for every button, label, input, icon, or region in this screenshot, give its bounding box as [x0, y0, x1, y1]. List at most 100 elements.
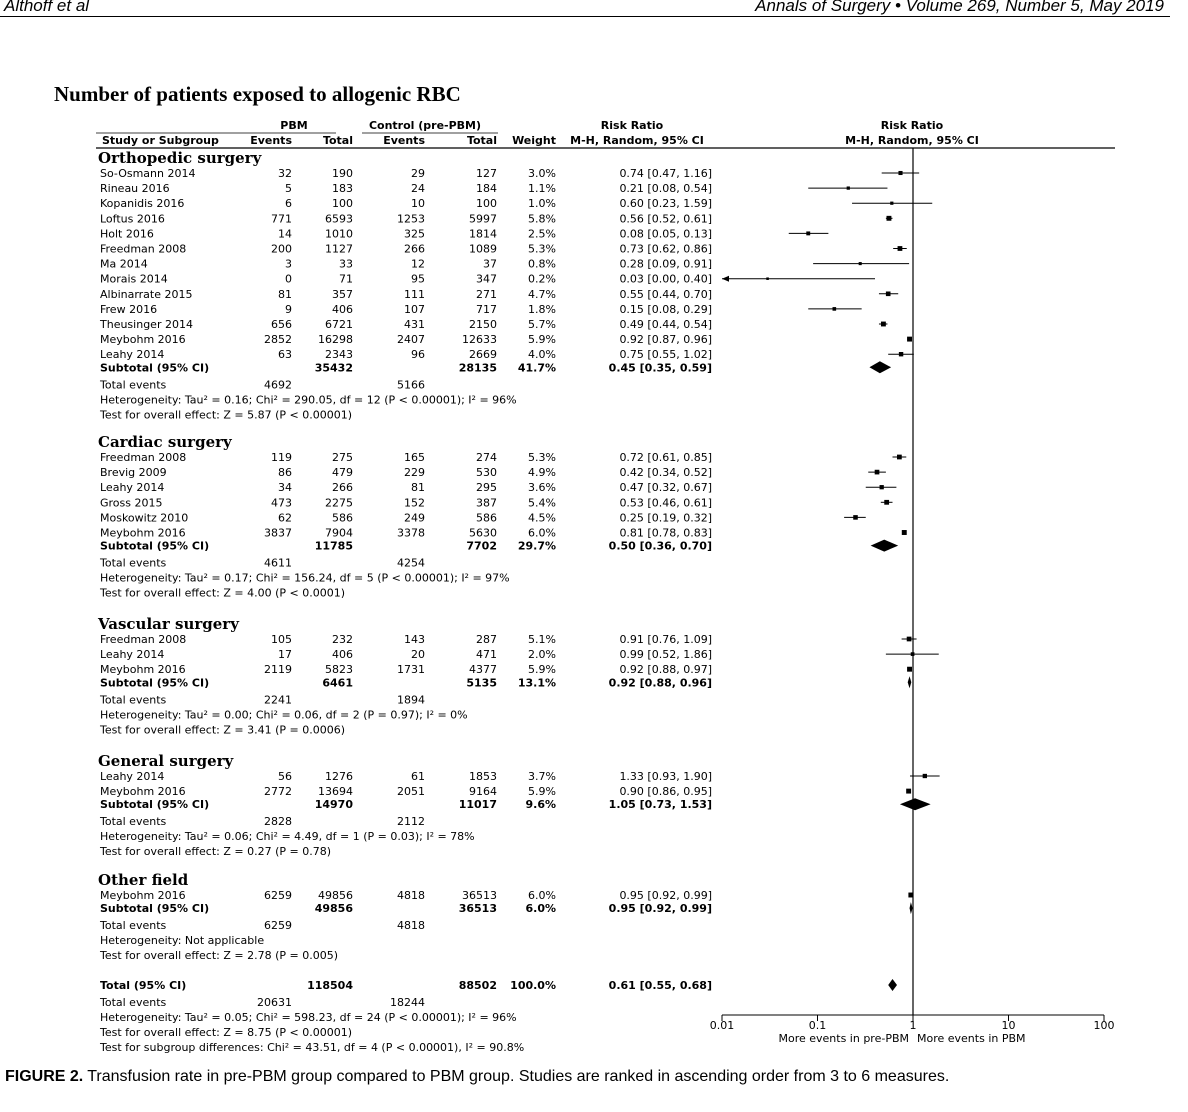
study-total-pbm: 1127 [325, 243, 353, 256]
study-name: Meybohm 2016 [100, 663, 186, 676]
study-ci-text: 0.55 [0.44, 0.70] [619, 288, 712, 301]
study-total-pbm: 7904 [325, 527, 353, 540]
study-events-pbm: 6 [285, 197, 292, 210]
study-name: Loftus 2016 [100, 212, 165, 225]
study-total-pbm: 71 [339, 273, 353, 286]
study-name: Kopanidis 2016 [100, 197, 184, 210]
subtotal-diamond [907, 676, 912, 689]
overall-total-events-pbm: 20631 [257, 996, 292, 1009]
study-point [922, 773, 927, 779]
study-name: Rineau 2016 [100, 182, 170, 195]
subtotal-weight: 9.6% [525, 798, 556, 811]
study-point [907, 336, 912, 342]
total-events-label: Total events [99, 557, 167, 570]
group-header: Vascular surgery [97, 615, 240, 633]
study-ci-text: 0.73 [0.62, 0.86] [619, 243, 712, 256]
study-ci-text: 0.75 [0.55, 1.02] [619, 348, 712, 361]
study-total-control: 471 [476, 648, 497, 661]
x-axis-tick-label: 1 [910, 1019, 917, 1032]
study-name: Morais 2014 [100, 273, 168, 286]
study-ci-text: 0.81 [0.78, 0.83] [619, 527, 712, 540]
study-point [901, 530, 907, 535]
study-events-control: 229 [404, 466, 425, 479]
study-events-control: 325 [404, 227, 425, 240]
subtotal-total-pbm: 35432 [315, 361, 353, 374]
study-events-control: 3378 [397, 527, 425, 540]
study-point [890, 201, 894, 205]
study-events-pbm: 105 [271, 633, 292, 646]
study-ci-text: 0.72 [0.61, 0.85] [619, 451, 712, 464]
study-name: Holt 2016 [100, 227, 154, 240]
study-ci-text: 0.21 [0.08, 0.54] [619, 182, 712, 195]
study-total-control: 9164 [469, 785, 497, 798]
study-total-pbm: 6593 [325, 212, 353, 225]
study-ci-text: 0.56 [0.52, 0.61] [619, 212, 712, 225]
study-events-pbm: 0 [285, 273, 292, 286]
study-total-control: 184 [476, 182, 497, 195]
study-events-pbm: 3837 [264, 527, 292, 540]
study-weight: 4.5% [528, 511, 556, 524]
study-events-pbm: 86 [278, 466, 292, 479]
study-ci-text: 0.08 [0.05, 0.13] [619, 227, 712, 240]
study-ci-text: 0.53 [0.46, 0.61] [619, 496, 712, 509]
study-total-control: 4377 [469, 663, 497, 676]
study-events-pbm: 32 [278, 167, 292, 180]
study-point [906, 636, 912, 642]
study-ci-text: 0.90 [0.86, 0.95] [619, 785, 712, 798]
study-total-pbm: 232 [332, 633, 353, 646]
study-name: Leahy 2014 [100, 481, 164, 494]
header-plot-title: Risk Ratio [881, 119, 944, 132]
running-head-rule [0, 16, 1170, 17]
heterogeneity-text: Heterogeneity: Tau² = 0.16; Chi² = 290.0… [100, 393, 517, 406]
study-ci-text: 0.28 [0.09, 0.91] [619, 258, 712, 271]
study-ci-text: 0.42 [0.34, 0.52] [619, 466, 712, 479]
header-total-pbm: Total [323, 134, 353, 147]
overall-total-events-control: 18244 [390, 996, 425, 1009]
study-ci-text: 0.60 [0.23, 1.59] [619, 197, 712, 210]
total-events-label: Total events [99, 693, 167, 706]
subtotal-weight: 29.7% [518, 540, 556, 553]
study-name: Leahy 2014 [100, 770, 164, 783]
study-weight: 5.9% [528, 785, 556, 798]
group-header: General surgery [98, 752, 235, 770]
running-head-journal: Annals of Surgery • Volume 269, Number 5… [755, 0, 1164, 15]
subtotal-diamond [899, 798, 931, 811]
study-events-control: 266 [404, 243, 425, 256]
study-events-pbm: 62 [278, 511, 292, 524]
running-head: Althoff et al Annals of Surgery • Volume… [0, 0, 1188, 18]
subtotal-total-pbm: 6461 [322, 676, 353, 689]
overall-total-pbm: 118504 [307, 979, 353, 992]
study-events-pbm: 656 [271, 318, 292, 331]
study-total-pbm: 406 [332, 303, 353, 316]
study-point [898, 352, 904, 357]
study-weight: 4.7% [528, 288, 556, 301]
study-name: Meybohm 2016 [100, 889, 186, 902]
study-weight: 2.0% [528, 648, 556, 661]
study-ci-text: 0.03 [0.00, 0.40] [619, 273, 712, 286]
study-ci-text: 0.99 [0.52, 1.86] [619, 648, 712, 661]
header-rr-title: Risk Ratio [601, 119, 664, 132]
study-total-pbm: 49856 [318, 889, 353, 902]
study-events-pbm: 6259 [264, 889, 292, 902]
study-events-control: 4818 [397, 889, 425, 902]
header-total-control: Total [467, 134, 497, 147]
study-ci-text: 0.25 [0.19, 0.32] [619, 511, 712, 524]
favours-right-label: More events in PBM [917, 1032, 1026, 1045]
study-events-pbm: 2852 [264, 333, 292, 346]
study-total-pbm: 183 [332, 182, 353, 195]
study-events-pbm: 5 [285, 182, 292, 195]
study-weight: 6.0% [528, 889, 556, 902]
header-events-control: Events [383, 134, 425, 147]
subtotal-ci-text: 0.92 [0.88, 0.96] [609, 676, 712, 689]
study-weight: 1.1% [528, 182, 556, 195]
study-events-control: 1253 [397, 212, 425, 225]
study-point [898, 170, 903, 176]
study-events-pbm: 200 [271, 243, 292, 256]
study-events-control: 249 [404, 511, 425, 524]
total-events-control: 2112 [397, 815, 425, 828]
study-weight: 5.7% [528, 318, 556, 331]
header-rr-method: M-H, Random, 95% CI [570, 134, 704, 147]
study-events-control: 143 [404, 633, 425, 646]
study-weight: 5.9% [528, 663, 556, 676]
study-weight: 3.0% [528, 167, 556, 180]
